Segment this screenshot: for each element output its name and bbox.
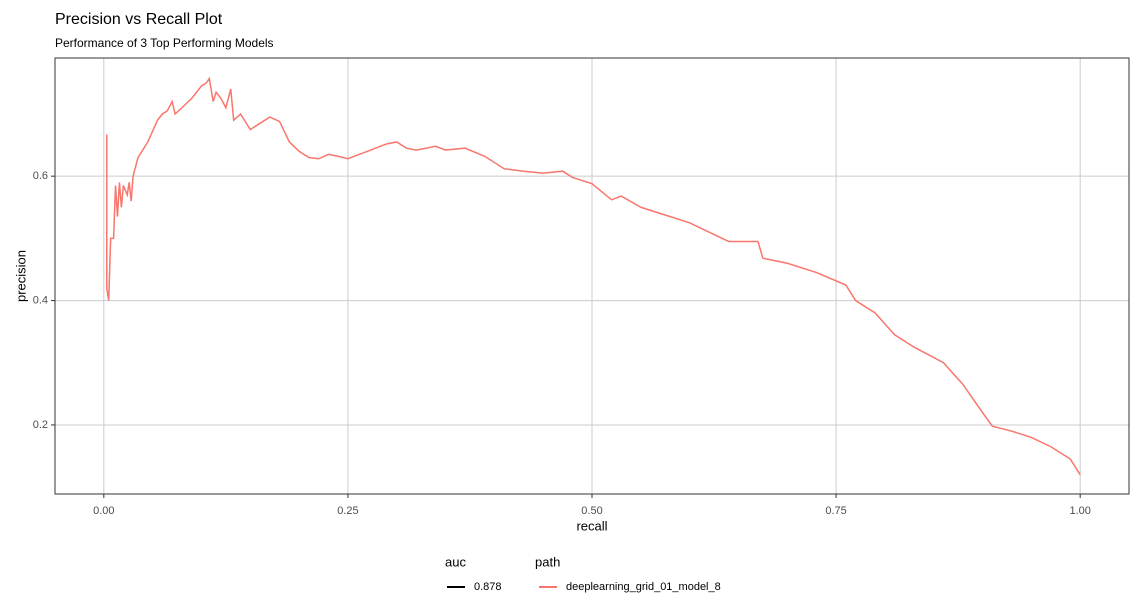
x-tick-label: 0.75 xyxy=(825,505,846,517)
legend-title: path xyxy=(535,554,560,569)
y-tick-label: 0.4 xyxy=(33,294,48,306)
x-tick-label: 0.00 xyxy=(93,505,114,517)
legend-title: auc xyxy=(445,554,466,569)
panel-border xyxy=(54,57,1130,495)
series-line xyxy=(106,76,1081,476)
x-tick-label: 0.25 xyxy=(337,505,358,517)
y-axis-title: precision xyxy=(13,250,28,302)
y-tick-label: 0.2 xyxy=(33,419,48,431)
x-tick-label: 0.50 xyxy=(581,505,602,517)
x-axis-title: recall xyxy=(576,518,607,533)
legend-label: 0.878 xyxy=(474,581,502,593)
y-tick-label: 0.6 xyxy=(33,170,48,182)
chart-title: Precision vs Recall Plot xyxy=(55,11,223,28)
legend-label: deeplearning_grid_01_model_8 xyxy=(566,581,721,593)
x-tick-label: 1.00 xyxy=(1069,505,1090,517)
chart-subtitle: Performance of 3 Top Performing Models xyxy=(55,36,274,50)
